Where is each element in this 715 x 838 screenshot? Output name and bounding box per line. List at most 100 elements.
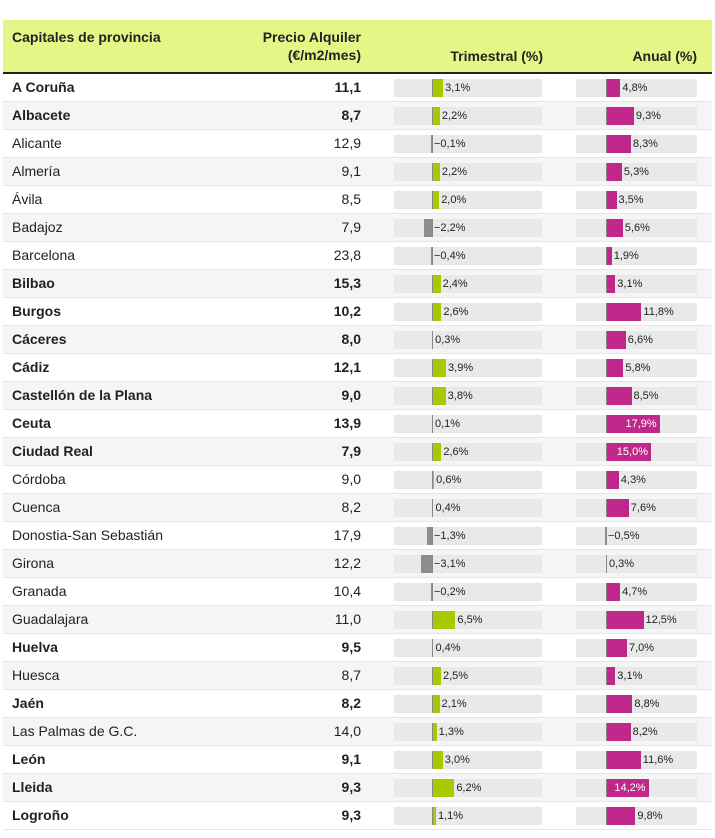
quarterly-bar bbox=[432, 387, 446, 405]
quarterly-value-label: −1,3% bbox=[434, 530, 466, 542]
quarterly-bar bbox=[430, 247, 432, 265]
city-name: Cáceres bbox=[12, 331, 67, 347]
annual-value-label: 1,9% bbox=[613, 250, 639, 262]
annual-zero-line bbox=[606, 219, 607, 237]
quarterly-bar bbox=[432, 163, 440, 181]
quarterly-zero-line bbox=[432, 667, 433, 685]
annual-zero-line bbox=[606, 359, 607, 377]
city-name: Cuenca bbox=[12, 499, 61, 515]
quarterly-bar bbox=[432, 191, 440, 209]
annual-bar bbox=[606, 471, 619, 489]
table-row: León 9,1 3,0% 11,6% bbox=[3, 746, 712, 774]
annual-bar bbox=[606, 275, 616, 293]
quarterly-bar-track bbox=[394, 79, 542, 97]
table-row: Ávila 8,5 2,0% 3,5% bbox=[3, 186, 712, 214]
rent-price: 15,3 bbox=[333, 275, 361, 291]
annual-bar bbox=[606, 359, 624, 377]
quarterly-value-label: 2,2% bbox=[441, 166, 467, 178]
rent-price: 10,2 bbox=[333, 303, 361, 319]
quarterly-bar-track bbox=[394, 751, 542, 769]
annual-value-label: 5,8% bbox=[625, 362, 651, 374]
quarterly-zero-line bbox=[432, 695, 433, 713]
annual-zero-line bbox=[606, 695, 607, 713]
annual-bar bbox=[606, 583, 621, 601]
table-row: Logroño 9,3 1,1% 9,8% bbox=[3, 802, 712, 830]
city-name: Ciudad Real bbox=[12, 443, 93, 459]
quarterly-bar-track bbox=[394, 667, 542, 685]
quarterly-bar-track bbox=[394, 583, 542, 601]
quarterly-value-label: −0,2% bbox=[434, 586, 466, 598]
quarterly-bar-track bbox=[394, 555, 542, 573]
city-name: A Coruña bbox=[12, 79, 75, 95]
table-row: Guadalajara 11,0 6,5% 12,5% bbox=[3, 606, 712, 634]
header-quarterly: Trimestral (%) bbox=[450, 48, 543, 64]
quarterly-bar bbox=[432, 695, 440, 713]
quarterly-value-label: 0,1% bbox=[435, 418, 461, 430]
quarterly-value-label: −0,1% bbox=[434, 138, 466, 150]
city-name: Castellón de la Plana bbox=[12, 387, 153, 403]
quarterly-value-label: 1,1% bbox=[437, 810, 464, 822]
rent-price: 8,7 bbox=[341, 667, 361, 683]
quarterly-value-label: 1,3% bbox=[438, 726, 464, 738]
quarterly-zero-line bbox=[432, 107, 433, 125]
table-header: Capitales de provincia Precio Alquiler (… bbox=[3, 20, 712, 74]
city-name: Logroño bbox=[12, 807, 69, 823]
quarterly-bar bbox=[432, 275, 441, 293]
quarterly-zero-line bbox=[432, 639, 433, 657]
quarterly-zero-line bbox=[432, 443, 433, 461]
annual-value-label: 8,2% bbox=[632, 726, 658, 738]
rent-price: 11,1 bbox=[334, 79, 361, 95]
rent-price: 7,9 bbox=[341, 443, 361, 459]
quarterly-zero-line bbox=[432, 359, 433, 377]
table-row: Cuenca 8,2 0,4% 7,6% bbox=[3, 494, 712, 522]
quarterly-bar bbox=[432, 303, 442, 321]
quarterly-bar-track bbox=[394, 163, 542, 181]
rent-price: 23,8 bbox=[333, 247, 361, 263]
annual-zero-line bbox=[606, 443, 607, 461]
annual-value-label: 3,5% bbox=[618, 194, 644, 206]
city-name: Ceuta bbox=[12, 415, 51, 431]
annual-value-label: 7,0% bbox=[629, 642, 655, 654]
annual-bar bbox=[606, 331, 626, 349]
rent-price: 9,0 bbox=[341, 471, 361, 487]
quarterly-bar-track bbox=[394, 471, 542, 489]
city-name: León bbox=[12, 751, 46, 767]
annual-zero-line bbox=[606, 611, 607, 629]
annual-bar bbox=[606, 667, 616, 685]
quarterly-zero-line bbox=[432, 751, 433, 769]
city-name: Almería bbox=[12, 163, 61, 179]
annual-bar bbox=[606, 387, 632, 405]
quarterly-bar-track bbox=[394, 695, 542, 713]
annual-bar bbox=[606, 695, 633, 713]
city-name: Albacete bbox=[12, 107, 71, 123]
annual-bar bbox=[606, 639, 627, 657]
rent-price: 7,9 bbox=[341, 219, 361, 235]
city-name: Donostia-San Sebastián bbox=[12, 527, 163, 543]
table-row: Barcelona 23,8 −0,4% 1,9% bbox=[3, 242, 712, 270]
quarterly-value-label: 2,1% bbox=[441, 698, 467, 710]
rent-price: 11,0 bbox=[334, 611, 361, 627]
quarterly-zero-line bbox=[432, 555, 433, 573]
quarterly-zero-line bbox=[432, 723, 433, 741]
rent-price: 9,1 bbox=[341, 751, 361, 767]
quarterly-bar-track bbox=[394, 723, 542, 741]
city-name: Granada bbox=[12, 583, 67, 599]
quarterly-zero-line bbox=[432, 219, 433, 237]
quarterly-bar bbox=[432, 667, 441, 685]
city-name: Bilbao bbox=[12, 275, 55, 291]
city-name: Las Palmas de G.C. bbox=[12, 723, 138, 739]
annual-value-label: 4,3% bbox=[620, 474, 646, 486]
quarterly-value-label: 2,6% bbox=[443, 306, 469, 318]
quarterly-zero-line bbox=[432, 415, 433, 433]
annual-zero-line bbox=[606, 303, 607, 321]
rent-price: 14,0 bbox=[333, 723, 361, 739]
quarterly-bar bbox=[432, 471, 435, 489]
annual-value-label: 17,9% bbox=[625, 418, 657, 430]
quarterly-value-label: 3,1% bbox=[445, 82, 471, 94]
city-name: Huelva bbox=[12, 639, 58, 655]
annual-bar bbox=[606, 303, 642, 321]
quarterly-bar-track bbox=[394, 499, 542, 517]
city-name: Guadalajara bbox=[12, 611, 89, 627]
annual-zero-line bbox=[606, 247, 607, 265]
quarterly-value-label: 0,4% bbox=[435, 642, 461, 654]
